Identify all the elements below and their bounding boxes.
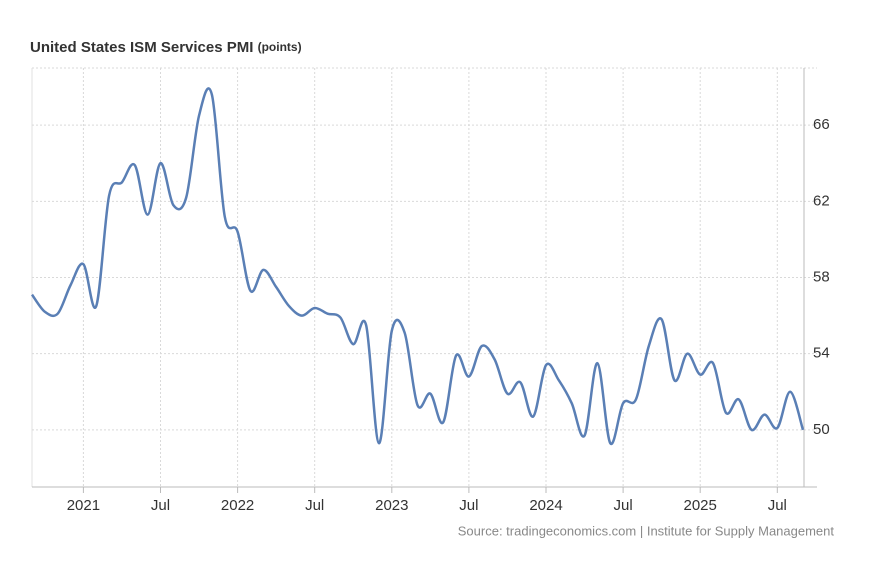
x-tick-label: Jul <box>614 497 633 514</box>
x-tick-label: 2023 <box>375 497 408 514</box>
x-tick-label: 2021 <box>67 497 100 514</box>
source: Source: tradingeconomics.com | Institute… <box>458 523 835 538</box>
series-line <box>30 87 805 445</box>
y-tick-label: 66 <box>813 116 830 133</box>
x-tick-label: 2024 <box>529 497 562 514</box>
x-tick-label: Jul <box>459 497 478 514</box>
y-tick-label: 54 <box>813 345 830 362</box>
y-tick-label: 50 <box>813 421 830 438</box>
title-text: United States ISM Services PMI <box>30 39 253 56</box>
chart-title: United States ISM Services PMI (points) <box>30 39 302 56</box>
x-tick-label: 2025 <box>684 497 717 514</box>
x-tick-label: Jul <box>768 497 787 514</box>
y-tick-label: 62 <box>813 192 830 209</box>
y-tick-label: 58 <box>813 268 830 285</box>
x-tick-label: Jul <box>151 497 170 514</box>
x-tick-label: 2022 <box>221 497 254 514</box>
unit-text: (points) <box>258 40 302 54</box>
x-tick-label: Jul <box>305 497 324 514</box>
